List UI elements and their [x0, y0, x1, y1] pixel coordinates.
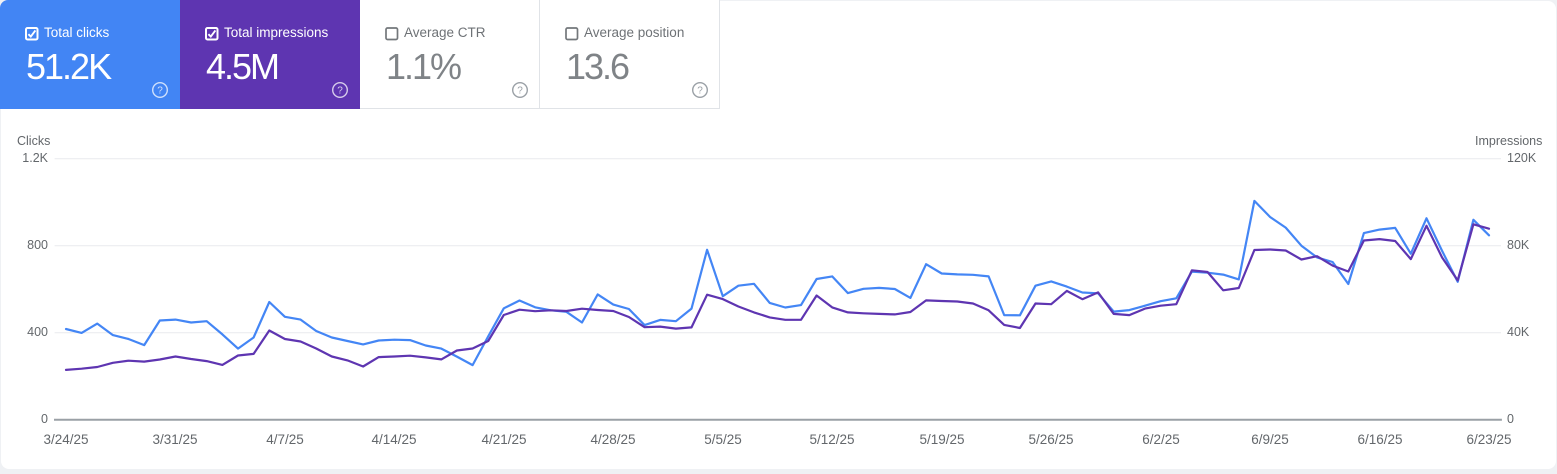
svg-text:?: ? — [697, 86, 703, 97]
svg-text:?: ? — [337, 86, 343, 97]
svg-text:?: ? — [517, 86, 523, 97]
svg-text:?: ? — [157, 86, 163, 97]
